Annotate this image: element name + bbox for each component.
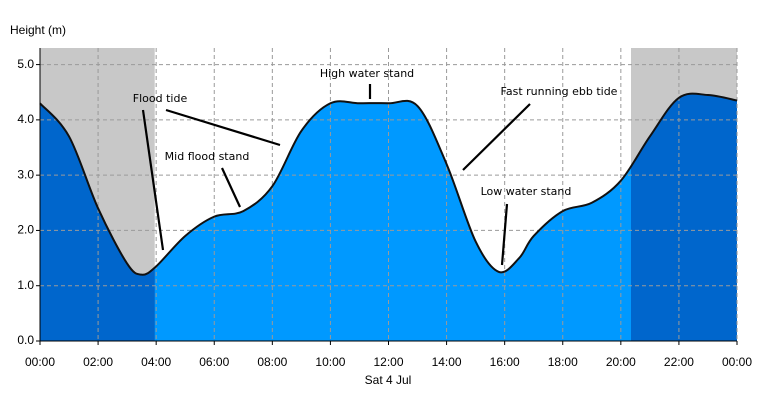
y-tick-label: 3.0 [17, 167, 34, 181]
x-tick-label: 06:00 [199, 355, 229, 369]
annotation: Mid flood stand [165, 150, 250, 163]
x-tick-label: 20:00 [606, 355, 636, 369]
y-tick-label: 5.0 [17, 57, 34, 71]
x-axis-label: Sat 4 Jul [365, 373, 412, 387]
x-tick-label: 00:00 [25, 355, 55, 369]
annotation-line [500, 203, 509, 266]
x-tick-label: 02:00 [83, 355, 113, 369]
y-tick-label: 0.0 [17, 333, 34, 347]
annotation-line [165, 108, 281, 147]
x-tick-label: 14:00 [432, 355, 462, 369]
x-tick-label: 18:00 [548, 355, 578, 369]
annotation: Flood tide [133, 92, 188, 105]
x-tick-label: 08:00 [257, 355, 287, 369]
annotations: Flood tide Mid flood stand High water st… [133, 67, 618, 266]
annotation-line [221, 167, 241, 208]
x-tick-label: 00:00 [722, 355, 752, 369]
y-axis-label: Height (m) [10, 23, 66, 37]
annotation: Low water stand [481, 185, 572, 198]
y-tick-label: 1.0 [17, 278, 34, 292]
x-tick-label: 16:00 [490, 355, 520, 369]
tide-line [39, 92, 738, 276]
x-tick-label: 04:00 [141, 355, 171, 369]
annotation-line [462, 103, 531, 171]
annotation-line [141, 109, 165, 251]
y-tick-label: 2.0 [17, 223, 34, 237]
x-tick-label: 12:00 [373, 355, 403, 369]
annotation: High water stand [320, 67, 414, 80]
x-tick-label: 22:00 [664, 355, 694, 369]
y-tick-label: 4.0 [17, 112, 34, 126]
x-tick-label: 10:00 [315, 355, 345, 369]
annotation: Fast running ebb tide [501, 85, 618, 98]
